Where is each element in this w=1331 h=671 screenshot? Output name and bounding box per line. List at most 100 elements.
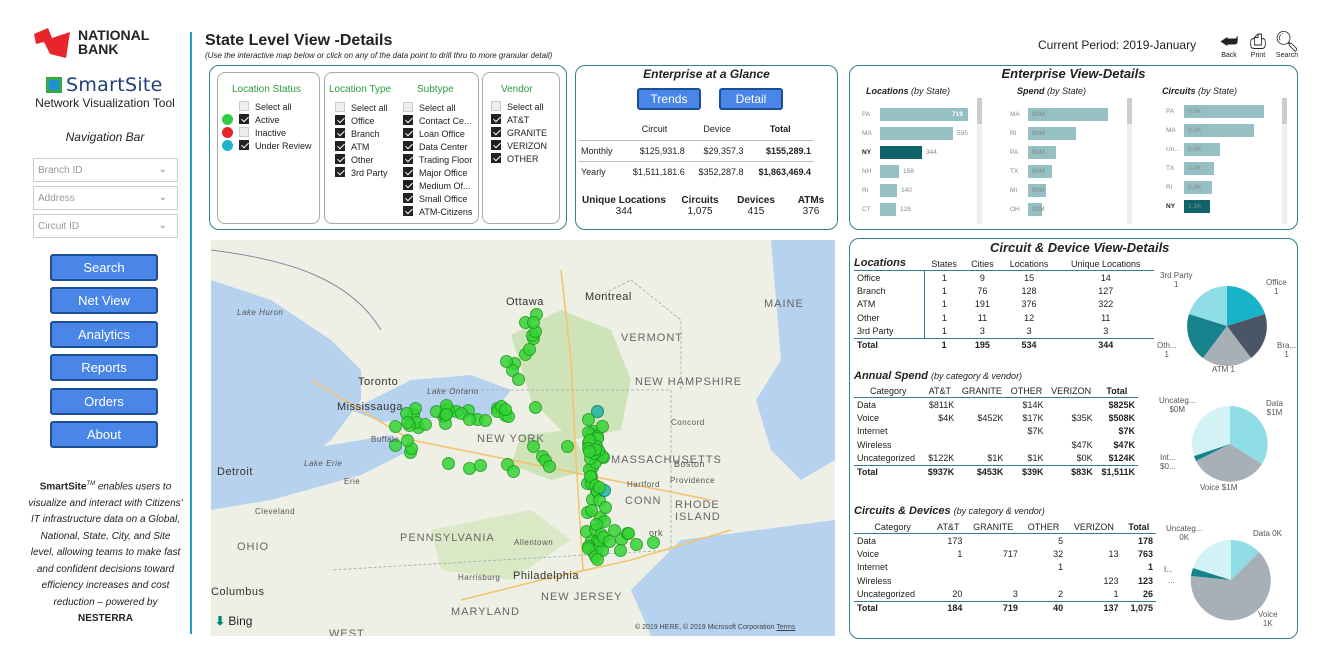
map-data-point[interactable] <box>441 457 455 471</box>
map-data-point[interactable] <box>418 418 432 432</box>
map-data-point[interactable] <box>585 504 598 517</box>
map-data-point[interactable] <box>543 460 557 474</box>
filter-option[interactable]: Trading Floor <box>403 154 472 167</box>
map-data-point[interactable] <box>478 413 492 427</box>
map-data-point[interactable] <box>622 527 636 541</box>
map-data-point[interactable] <box>527 439 541 453</box>
map-data-point[interactable] <box>522 343 536 357</box>
scrollbar[interactable] <box>1282 98 1287 224</box>
map-data-points[interactable] <box>211 240 835 636</box>
map-data-point[interactable] <box>596 419 610 433</box>
filter-option[interactable]: Data Center <box>403 141 472 154</box>
map-data-point[interactable] <box>590 552 604 566</box>
bar[interactable] <box>1028 146 1056 159</box>
checkbox[interactable] <box>335 115 345 125</box>
filter-option[interactable]: Select all <box>403 102 472 115</box>
checkbox[interactable] <box>403 115 413 125</box>
checkbox[interactable] <box>491 101 501 111</box>
pie-slice-data[interactable] <box>1230 406 1268 464</box>
map-data-point[interactable] <box>506 465 520 479</box>
map-data-point[interactable] <box>463 412 477 426</box>
bar[interactable] <box>880 165 899 178</box>
filter-option[interactable]: Contact Ce... <box>403 115 472 128</box>
annual-spend-pie[interactable] <box>1190 404 1270 484</box>
pie-slice-branch[interactable] <box>1227 314 1267 358</box>
bar[interactable] <box>1184 181 1212 194</box>
map-data-point[interactable] <box>526 315 540 329</box>
checkbox[interactable] <box>335 102 345 112</box>
bar[interactable] <box>1028 127 1076 140</box>
pie-slice-data[interactable] <box>1231 540 1259 580</box>
map-data-point[interactable] <box>590 405 604 419</box>
map-data-point[interactable] <box>630 538 644 552</box>
map-data-point[interactable] <box>582 444 596 458</box>
bar[interactable] <box>1028 203 1042 216</box>
bar[interactable] <box>880 127 953 140</box>
map-data-point[interactable] <box>582 413 596 427</box>
map-data-point[interactable] <box>613 543 627 557</box>
location-type-pie[interactable] <box>1185 284 1269 368</box>
net-view-button[interactable]: Net View <box>50 287 158 314</box>
bar[interactable] <box>880 184 897 197</box>
bar[interactable] <box>1184 200 1210 213</box>
analytics-button[interactable]: Analytics <box>50 321 158 348</box>
map-data-point[interactable] <box>440 407 454 421</box>
map-data-point[interactable] <box>499 403 513 417</box>
filter-option[interactable]: ATM-Citizens <box>403 206 472 219</box>
checkbox[interactable] <box>335 154 345 164</box>
map-data-point[interactable] <box>607 524 621 538</box>
branch-id-dropdown[interactable]: Branch ID ⌄ <box>33 158 178 182</box>
checkbox[interactable] <box>239 101 249 111</box>
filter-option[interactable]: 3rd Party <box>335 167 388 180</box>
filter-option[interactable]: Under Review <box>222 140 319 153</box>
checkbox[interactable] <box>403 206 413 216</box>
reports-button[interactable]: Reports <box>50 354 158 381</box>
filter-option[interactable]: Small Office <box>403 193 472 206</box>
map-data-point[interactable] <box>512 373 526 387</box>
pie-slice-voice[interactable] <box>1190 552 1271 621</box>
filter-option[interactable]: ATM <box>335 141 388 154</box>
filter-option[interactable]: Select all <box>222 101 319 114</box>
interactive-map[interactable]: Ottawa Montreal MAINE VERMONT Lake Huron… <box>211 240 835 636</box>
map-data-point[interactable] <box>400 415 414 429</box>
checkbox[interactable] <box>403 180 413 190</box>
map-data-point[interactable] <box>529 401 542 415</box>
bar[interactable] <box>1184 162 1214 175</box>
checkbox[interactable] <box>491 140 501 150</box>
scrollbar[interactable] <box>1127 98 1132 224</box>
filter-option[interactable]: Medium Of... <box>403 180 472 193</box>
checkbox[interactable] <box>403 102 413 112</box>
filter-option[interactable]: Office <box>335 115 388 128</box>
pie-slice-uncategorized[interactable] <box>1192 406 1230 456</box>
trends-button[interactable]: Trends <box>637 88 701 110</box>
checkbox[interactable] <box>403 141 413 151</box>
filter-option[interactable]: Major Office <box>403 167 472 180</box>
search-tool-button[interactable]: 🔍︎ Search <box>1274 32 1300 59</box>
map-data-point[interactable] <box>593 480 607 494</box>
bar[interactable] <box>1184 105 1264 118</box>
checkbox[interactable] <box>335 167 345 177</box>
bar[interactable] <box>880 146 922 159</box>
about-button[interactable]: About <box>50 421 158 448</box>
pie-slice-internet[interactable] <box>1194 444 1230 461</box>
pie-slice-wireless[interactable] <box>1191 568 1231 580</box>
pie-slice-3rd-party[interactable] <box>1189 286 1227 326</box>
print-button[interactable]: ⎙ Print <box>1245 32 1271 59</box>
checkbox[interactable] <box>239 140 249 150</box>
checkbox[interactable] <box>403 154 413 164</box>
checkbox[interactable] <box>239 114 249 124</box>
map-data-point[interactable] <box>560 439 574 453</box>
circuit-id-dropdown[interactable]: Circuit ID ⌄ <box>33 214 178 238</box>
map-data-point[interactable] <box>599 500 613 514</box>
pie-slice-atm[interactable] <box>1203 326 1251 366</box>
pie-slice-office[interactable] <box>1227 286 1265 326</box>
bar[interactable] <box>1184 143 1220 156</box>
address-dropdown[interactable]: Address ⌄ <box>33 186 178 210</box>
search-button[interactable]: Search <box>50 254 158 281</box>
bar[interactable] <box>880 203 896 216</box>
filter-option[interactable]: AT&T <box>491 114 559 127</box>
back-button[interactable]: ⮨ Back <box>1216 32 1242 59</box>
pie-slice-other[interactable] <box>1187 314 1227 358</box>
filter-option[interactable]: Inactive <box>222 127 319 140</box>
filter-option[interactable]: VERIZON <box>491 140 559 153</box>
